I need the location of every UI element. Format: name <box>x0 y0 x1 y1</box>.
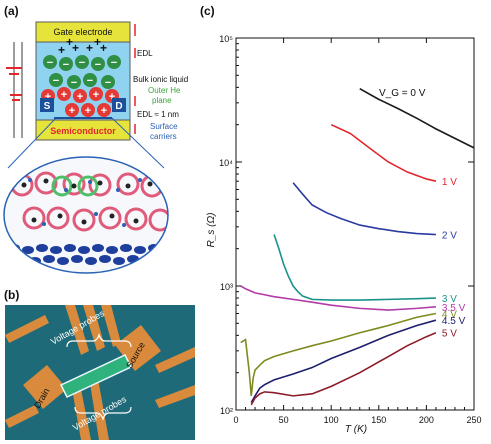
panel-label-b: (b) <box>4 288 20 302</box>
anion-layer: − − − − − − − − − <box>43 55 121 89</box>
source-electrode <box>40 98 54 112</box>
svg-text:−: − <box>47 57 53 69</box>
series-label: 2 V <box>442 231 457 242</box>
svg-text:+: + <box>45 91 51 103</box>
svg-text:−: − <box>87 75 93 87</box>
svg-text:+: + <box>109 91 115 103</box>
surface-label-2: carriers <box>150 132 177 141</box>
svg-text:−: − <box>71 77 77 89</box>
source-electrode-label: S <box>44 101 51 112</box>
zoom-line-right <box>111 117 165 169</box>
svg-text:+: + <box>61 89 67 101</box>
outer-he-label-1: Outer He <box>148 86 181 95</box>
y-tick-label: 10² <box>220 406 233 416</box>
x-tick-label: 200 <box>419 415 434 425</box>
x-tick-label: 150 <box>371 415 386 425</box>
svg-text:+: + <box>77 91 83 103</box>
semiconductor-label: Semiconductor <box>50 126 116 136</box>
y-tick-label: 10⁵ <box>219 34 233 44</box>
series-line <box>273 234 436 301</box>
series-line <box>240 285 436 311</box>
svg-text:−: − <box>79 57 85 69</box>
svg-text:+: + <box>101 105 107 117</box>
series-label: 4.5 V <box>442 316 466 327</box>
top-probe-bracket <box>66 333 132 348</box>
gate-charges: + + + ++ + <box>58 35 107 57</box>
svg-text:−: − <box>53 75 59 87</box>
series-line <box>330 123 437 182</box>
drain-electrode-label: D <box>115 101 122 112</box>
y-tick-label: 10³ <box>220 282 233 292</box>
chart-axes: 0 50 100 150 200 250 10² 10³ 10⁴ 10⁵ <box>219 34 481 425</box>
edl-bottom-label: EDL ≈ 1 nm <box>137 110 179 119</box>
panel-b-micrograph: Voltage probes Voltage probes Source Dra… <box>5 305 195 440</box>
svg-text:+: + <box>58 43 65 57</box>
drain-electrode <box>112 98 126 112</box>
zoom-line-left <box>7 117 57 169</box>
semiconductor-layer <box>35 119 131 141</box>
panel-a-schematic: Gate electrode + + + ++ + − − − − − − − − − + + + + + +… <box>3 21 188 274</box>
series-line <box>292 182 436 236</box>
svg-text:+: + <box>85 105 91 117</box>
bottom-probe-bracket <box>74 406 132 421</box>
molecular-zoom-view <box>4 157 168 273</box>
surface-label-1: Surface <box>150 122 178 131</box>
chart-series-labels: V_G = 0 V 1 V 2 V 3 V3.5 V4 V4.5 V 5 V <box>379 88 466 340</box>
svg-text:+: + <box>66 35 73 49</box>
gate-electrode-label: Gate electrode <box>53 27 112 37</box>
series-line <box>250 331 437 406</box>
panel-label-a: (a) <box>4 4 19 18</box>
svg-text:+: + <box>94 35 101 49</box>
svg-text:−: − <box>95 59 101 71</box>
chart-series-layer <box>240 88 475 406</box>
svg-text:−: − <box>105 77 111 89</box>
series-line <box>240 312 437 396</box>
x-tick-label: 0 <box>233 415 238 425</box>
series-label: 5 V <box>442 329 457 340</box>
edl-top-label: EDL <box>137 49 153 58</box>
svg-text:−: − <box>111 57 117 69</box>
outer-he-label-2: plane <box>152 96 172 105</box>
x-tick-label: 100 <box>324 415 339 425</box>
bulk-liquid-label: Bulk ionic liquid <box>133 75 188 84</box>
series-label: 4 V <box>442 310 457 321</box>
gate-electrode <box>35 21 131 43</box>
plot-frame <box>235 37 475 411</box>
series-line <box>250 319 437 403</box>
resistance-temperature-chart: 0 50 100 150 200 250 10² 10³ 10⁴ 10⁵ V_G = 0 V 1 V… <box>206 34 482 435</box>
series-label: 1 V <box>442 177 457 188</box>
panel-label-c: (c) <box>200 4 215 18</box>
electrode-pattern <box>5 305 195 440</box>
series-label: 3 V <box>442 294 457 305</box>
svg-text:+: + <box>93 89 99 101</box>
series-line <box>359 88 475 149</box>
x-tick-label: 250 <box>466 415 481 425</box>
zoom-oval-border <box>3 156 169 274</box>
channel-region <box>59 354 133 398</box>
series-label: V_G = 0 V <box>379 88 426 99</box>
svg-text:−: − <box>63 59 69 71</box>
y-tick-label: 10⁴ <box>219 158 233 168</box>
x-tick-label: 50 <box>279 415 289 425</box>
x-axis-label: T (K) <box>345 424 367 435</box>
svg-text:+: + <box>100 41 107 55</box>
series-label: 3.5 V <box>442 303 466 314</box>
y-axis-label: R_s (Ω) <box>206 213 217 248</box>
svg-text:+: + <box>86 41 93 55</box>
svg-text:+: + <box>72 41 79 55</box>
svg-text:+: + <box>69 105 75 117</box>
